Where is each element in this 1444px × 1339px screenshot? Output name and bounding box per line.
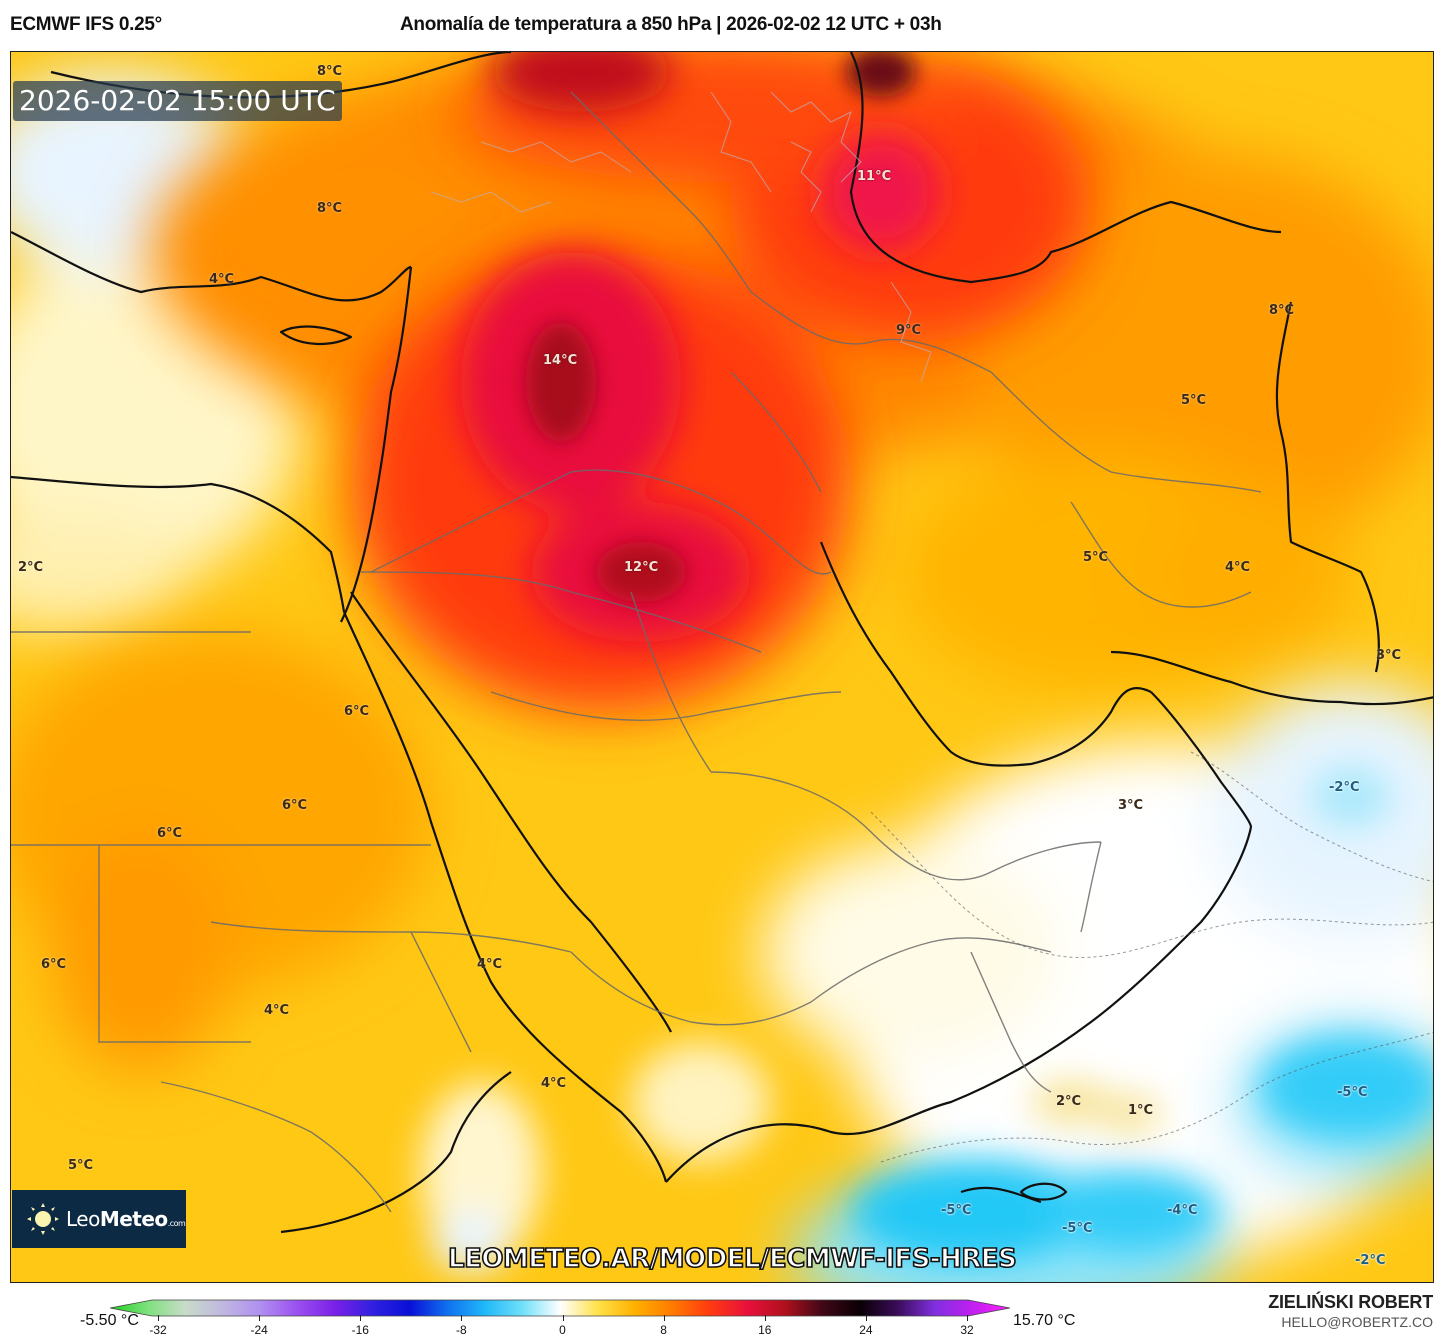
contour-label: 8°C xyxy=(317,201,343,216)
contour-label: 4°C xyxy=(209,272,235,287)
legend-tick-label: 32 xyxy=(960,1323,974,1337)
contour-label: 5°C xyxy=(1083,550,1109,565)
contour-label: 8°C xyxy=(317,64,343,79)
contour-label: -2°C xyxy=(1329,780,1360,795)
contour-label: 6°C xyxy=(282,798,308,813)
legend-tick xyxy=(764,1315,766,1321)
page-title: Anomalía de temperatura a 850 hPa | 2026… xyxy=(400,14,942,35)
contour-label: 12°C xyxy=(624,560,659,575)
contour-label: 4°C xyxy=(541,1076,567,1091)
legend-colorbar xyxy=(110,1299,1010,1317)
contour-label: 2°C xyxy=(18,560,44,575)
model-name: ECMWF IFS 0.25° xyxy=(10,14,162,35)
contour-label: 11°C xyxy=(857,169,892,184)
author-name: ZIELIŃSKI ROBERT xyxy=(1268,1292,1433,1312)
color-legend: -5.50 °C -32 -24 -16 -8 0 8 16 24 32 15.70 °C ZI… xyxy=(0,1285,1444,1339)
legend-max-value: 15.70 °C xyxy=(1013,1312,1076,1329)
legend-tick-label: -16 xyxy=(351,1323,369,1337)
contour-label: 9°C xyxy=(896,323,922,338)
contour-label: -2°C xyxy=(1355,1253,1386,1268)
contour-label: -5°C xyxy=(1062,1221,1093,1236)
legend-tick-label: 0 xyxy=(559,1323,566,1337)
legend-tick-label: -32 xyxy=(149,1323,167,1337)
contour-label: 6°C xyxy=(344,704,370,719)
legend-tick xyxy=(663,1315,665,1321)
legend-tick-label: 8 xyxy=(660,1323,667,1337)
legend-tick-label: -24 xyxy=(250,1323,268,1337)
contour-label: 2°C xyxy=(1056,1094,1082,1109)
contour-label: 14°C xyxy=(543,353,578,368)
contour-label: 5°C xyxy=(1181,393,1207,408)
legend-min-value: -5.50 °C xyxy=(80,1312,139,1329)
temperature-anomaly-map[interactable]: 2026-02-02 15:00 UTC 8°C 8°C 11°C 4°C 14°C 9°… xyxy=(10,51,1434,1283)
legend-tick xyxy=(865,1315,867,1321)
legend-tick xyxy=(158,1315,159,1321)
sun-icon xyxy=(26,1202,60,1236)
contour-label: 3°C xyxy=(1376,648,1402,663)
legend-tick xyxy=(461,1315,463,1321)
contour-label: 3°C xyxy=(1118,798,1144,813)
legend-tick xyxy=(967,1315,968,1321)
contour-label: 4°C xyxy=(477,957,503,972)
contour-label: 6°C xyxy=(157,826,183,841)
legend-tick xyxy=(360,1315,362,1321)
logo-text: LeoMeteo.com xyxy=(66,1207,186,1231)
contour-label: -5°C xyxy=(941,1203,972,1218)
legend-tick-label: -8 xyxy=(456,1323,467,1337)
contour-label: 5°C xyxy=(68,1158,94,1173)
header: ECMWF IFS 0.25° Anomalía de temperatura … xyxy=(0,0,1444,50)
leometeo-logo[interactable]: LeoMeteo.com xyxy=(12,1190,186,1248)
contour-label: 4°C xyxy=(264,1003,290,1018)
anomaly-field xyxy=(11,52,1433,1282)
legend-tick xyxy=(562,1315,564,1321)
legend-tick-label: 24 xyxy=(859,1323,873,1337)
contour-label: -5°C xyxy=(1337,1085,1368,1100)
legend-tick xyxy=(259,1315,261,1321)
contour-label: 1°C xyxy=(1128,1103,1154,1118)
source-watermark: LEOMETEO.AR/MODEL/ECMWF-IFS-HRES xyxy=(447,1243,1017,1275)
contour-label: -4°C xyxy=(1167,1203,1198,1218)
contour-label: 4°C xyxy=(1225,560,1251,575)
contour-label: 8°C xyxy=(1269,303,1295,318)
legend-tick-label: 16 xyxy=(758,1323,772,1337)
contour-label: 6°C xyxy=(41,957,67,972)
author-email[interactable]: HELLO@ROBERTZ.CO xyxy=(1281,1314,1433,1330)
valid-time-badge: 2026-02-02 15:00 UTC xyxy=(13,81,342,121)
